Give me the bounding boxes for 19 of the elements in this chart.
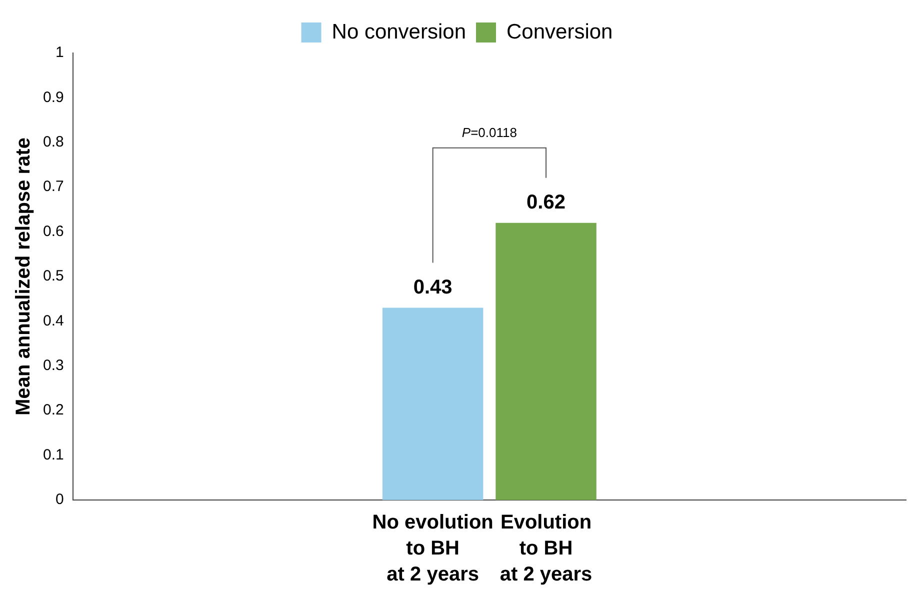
y-tick-label: 1 <box>56 44 64 62</box>
y-tick-label: 0.4 <box>42 312 64 330</box>
y-axis-title: Mean annualized relapse rate <box>12 138 35 416</box>
y-tick-label: 0.5 <box>42 268 64 285</box>
legend-label: Conversion <box>506 20 613 44</box>
x-tick-label: No evolution to BH at 2 years <box>372 512 494 586</box>
y-tick-label: 0.8 <box>42 134 64 151</box>
y-tick-label: 0 <box>56 491 64 508</box>
x-tick-label: Evolution to BH at 2 years <box>500 512 592 586</box>
y-tick-label: 0.3 <box>42 357 64 374</box>
y-tick-label: 0.2 <box>42 402 64 419</box>
legend-label: No conversion <box>332 20 466 44</box>
data-label: 0.43 <box>413 276 452 298</box>
y-tick-label: 0.9 <box>42 88 64 106</box>
data-label: 0.62 <box>526 191 566 214</box>
y-tick-label: 0.7 <box>42 178 64 196</box>
annotation: P=0.0118 <box>462 124 517 140</box>
y-tick-label: 0.1 <box>42 446 64 464</box>
y-tick-label: 0.6 <box>42 222 64 240</box>
